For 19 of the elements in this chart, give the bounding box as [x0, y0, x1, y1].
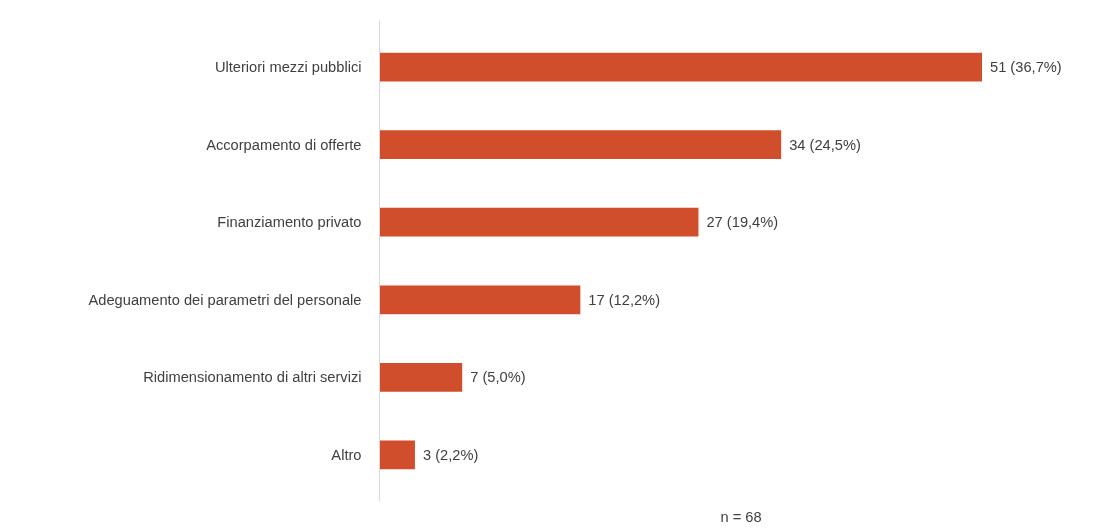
- y-tick-label: Ridimensionamento di altri servizi: [143, 369, 362, 386]
- bar: [379, 285, 581, 315]
- y-tick-label: Finanziamento privato: [217, 214, 362, 231]
- bar: [379, 363, 463, 392]
- y-tick-label: Adeguamento dei parametri del personale: [88, 291, 362, 308]
- data-label: 27 (19,4%): [706, 214, 779, 231]
- text: n = 68: [720, 508, 762, 525]
- bar: [379, 207, 699, 237]
- data-label: 34 (24,5%): [789, 136, 861, 153]
- data-label: 17 (12,2%): [588, 291, 661, 308]
- y-tick-label: Altro: [331, 446, 362, 463]
- bar: [379, 130, 782, 159]
- y-tick-label: Ulteriori mezzi pubblici: [214, 59, 362, 76]
- bar: [379, 440, 415, 470]
- data-label: 7 (5,0%): [470, 369, 526, 386]
- y-tick-label: Accorpamento di offerte: [206, 136, 362, 153]
- data-label: 51 (36,7%): [990, 59, 1062, 76]
- bar: [379, 52, 982, 82]
- data-label: 3 (2,2%): [422, 446, 479, 463]
